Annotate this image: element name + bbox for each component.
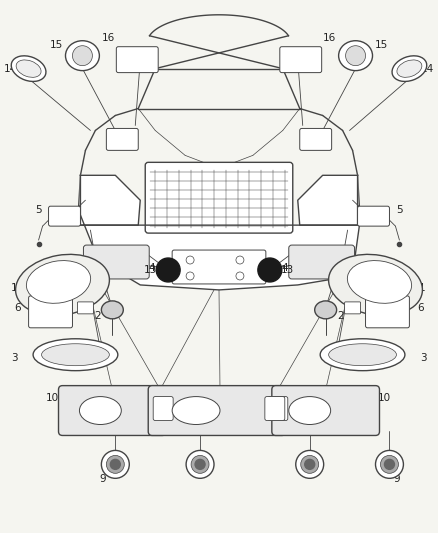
Ellipse shape <box>26 261 91 303</box>
Circle shape <box>301 455 319 473</box>
FancyBboxPatch shape <box>272 385 379 435</box>
Ellipse shape <box>11 56 46 82</box>
Circle shape <box>375 450 403 478</box>
Circle shape <box>186 450 214 478</box>
Ellipse shape <box>347 261 412 303</box>
FancyBboxPatch shape <box>289 245 355 279</box>
FancyBboxPatch shape <box>345 302 360 314</box>
Ellipse shape <box>16 254 110 316</box>
Circle shape <box>101 450 129 478</box>
Text: 14: 14 <box>421 63 434 74</box>
Text: 3: 3 <box>11 353 18 363</box>
FancyBboxPatch shape <box>145 163 293 233</box>
Circle shape <box>195 459 205 470</box>
FancyBboxPatch shape <box>148 385 286 435</box>
Text: 10: 10 <box>46 393 59 402</box>
Circle shape <box>156 258 180 282</box>
FancyBboxPatch shape <box>49 206 81 226</box>
Text: 15: 15 <box>375 39 388 50</box>
FancyBboxPatch shape <box>357 206 389 226</box>
Text: 5: 5 <box>396 205 403 215</box>
Text: 1: 1 <box>11 283 17 293</box>
Ellipse shape <box>33 339 118 370</box>
Text: 9: 9 <box>393 474 400 484</box>
Circle shape <box>258 258 282 282</box>
Text: 13: 13 <box>281 265 294 275</box>
Polygon shape <box>81 175 140 225</box>
Text: 6: 6 <box>14 303 21 313</box>
Circle shape <box>381 455 399 473</box>
Ellipse shape <box>72 46 92 66</box>
Ellipse shape <box>79 397 121 424</box>
Text: 15: 15 <box>50 39 63 50</box>
Ellipse shape <box>101 301 124 319</box>
Ellipse shape <box>320 339 405 370</box>
Ellipse shape <box>42 344 110 366</box>
FancyBboxPatch shape <box>78 302 93 314</box>
FancyBboxPatch shape <box>366 296 410 328</box>
Text: 14: 14 <box>4 63 17 74</box>
FancyBboxPatch shape <box>117 47 158 72</box>
FancyBboxPatch shape <box>268 397 288 421</box>
FancyBboxPatch shape <box>265 397 285 421</box>
Text: 3: 3 <box>420 353 427 363</box>
Text: 2: 2 <box>337 311 344 321</box>
Text: 4: 4 <box>282 263 288 273</box>
Ellipse shape <box>328 254 422 316</box>
FancyBboxPatch shape <box>300 128 332 150</box>
FancyBboxPatch shape <box>172 250 266 284</box>
Circle shape <box>106 455 124 473</box>
Text: 13: 13 <box>144 265 157 275</box>
Circle shape <box>110 459 120 470</box>
Circle shape <box>385 459 395 470</box>
Ellipse shape <box>289 397 331 424</box>
FancyBboxPatch shape <box>106 128 138 150</box>
Text: 1: 1 <box>419 283 426 293</box>
FancyBboxPatch shape <box>153 397 173 421</box>
Ellipse shape <box>172 397 220 424</box>
Ellipse shape <box>66 41 99 71</box>
Ellipse shape <box>314 301 337 319</box>
Circle shape <box>191 455 209 473</box>
Polygon shape <box>298 175 357 225</box>
Text: 9: 9 <box>99 474 106 484</box>
Text: 10: 10 <box>378 393 391 402</box>
FancyBboxPatch shape <box>28 296 72 328</box>
Text: 16: 16 <box>102 33 115 43</box>
Text: 4: 4 <box>149 263 155 273</box>
Text: 2: 2 <box>94 311 101 321</box>
FancyBboxPatch shape <box>59 385 166 435</box>
Ellipse shape <box>328 344 396 366</box>
Text: 8: 8 <box>145 393 152 402</box>
Text: 5: 5 <box>35 205 42 215</box>
Ellipse shape <box>397 60 422 77</box>
Ellipse shape <box>16 60 41 77</box>
FancyBboxPatch shape <box>280 47 321 72</box>
Ellipse shape <box>392 56 427 82</box>
FancyBboxPatch shape <box>83 245 149 279</box>
Ellipse shape <box>339 41 372 71</box>
Text: 6: 6 <box>417 303 424 313</box>
Circle shape <box>305 459 314 470</box>
Text: 16: 16 <box>323 33 336 43</box>
Polygon shape <box>78 210 361 290</box>
Ellipse shape <box>346 46 366 66</box>
Circle shape <box>296 450 324 478</box>
